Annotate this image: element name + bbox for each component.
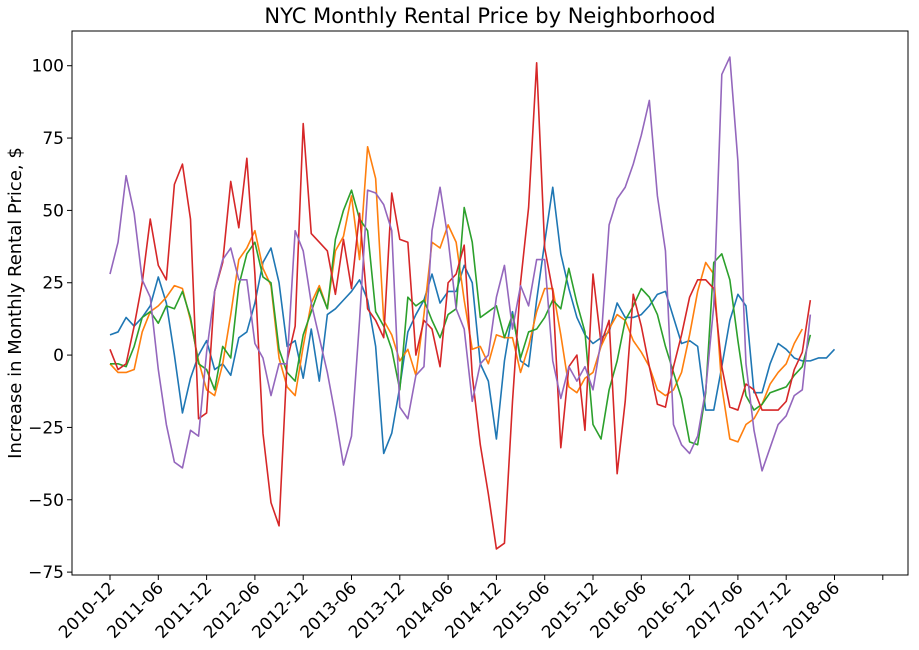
series-layer — [109, 56, 836, 550]
plot-frame — [71, 30, 909, 576]
y-tick-label: −25 — [28, 418, 64, 438]
y-axis-label: Increase in Monthly Rental Price, $ — [5, 147, 26, 459]
y-tick-label: 100 — [32, 57, 64, 77]
series-line-4 — [109, 62, 812, 550]
y-tick-label: 50 — [42, 201, 64, 221]
y-tick-label: −50 — [28, 491, 64, 511]
y-tick-label: −75 — [28, 563, 64, 583]
chart-title: NYC Monthly Rental Price by Neighborhood — [264, 4, 715, 28]
y-tick-label: 75 — [42, 129, 64, 149]
series-line-5 — [109, 56, 812, 472]
y-tick-label: 0 — [53, 346, 64, 366]
series-line-1 — [109, 186, 836, 455]
series-line-2 — [109, 145, 803, 443]
y-axis: −75 −50 −25 0 25 50 75 100 — [28, 57, 72, 583]
y-tick-label: 25 — [42, 274, 64, 294]
